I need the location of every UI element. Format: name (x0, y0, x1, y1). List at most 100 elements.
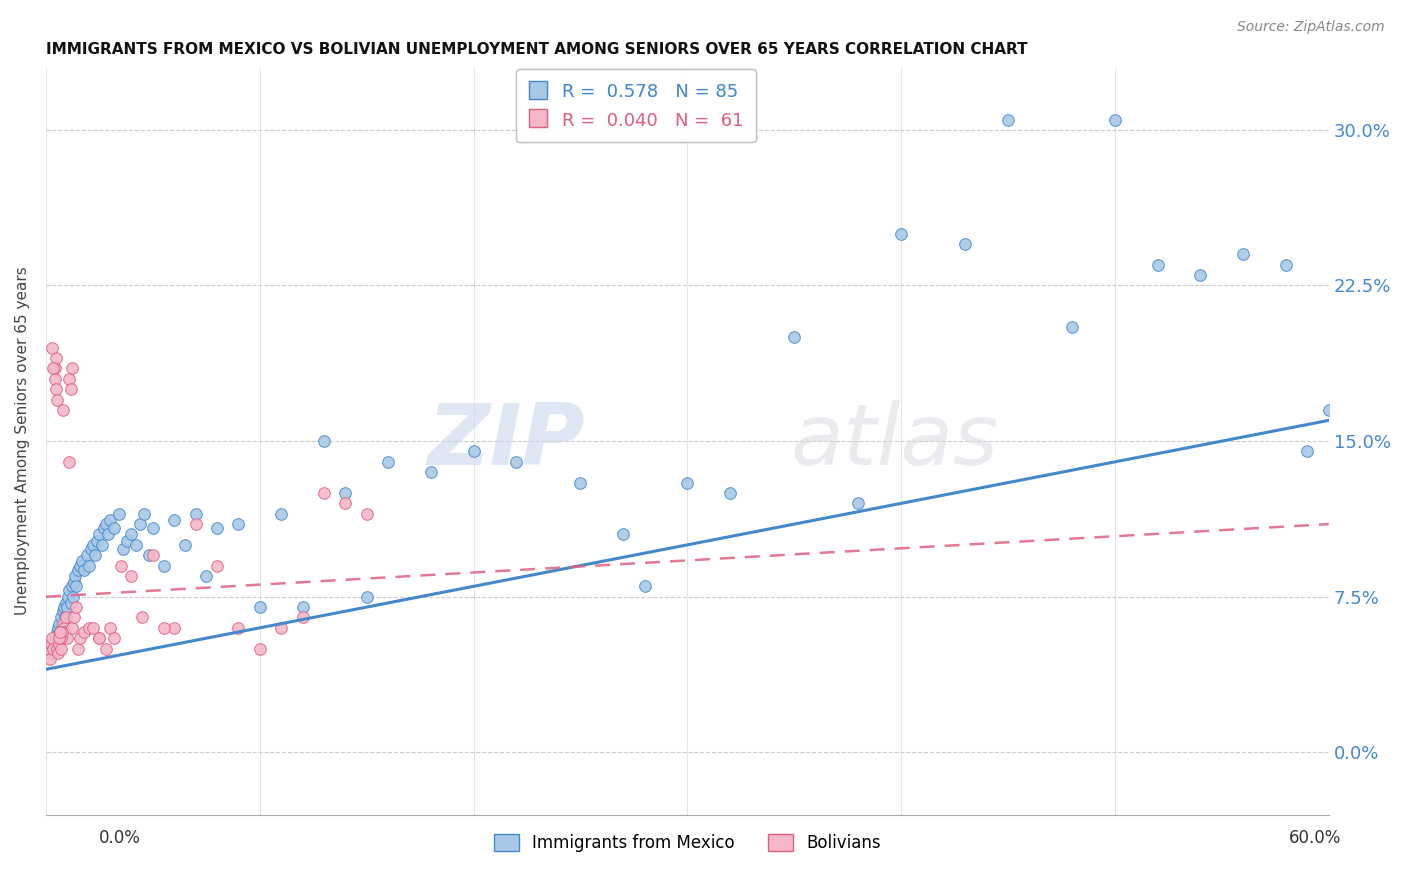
Point (53, 621, 76, 635)
Text: IMMIGRANTS FROM MEXICO VS BOLIVIAN UNEMPLOYMENT AMONG SENIORS OVER 65 YEARS CORR: IMMIGRANTS FROM MEXICO VS BOLIVIAN UNEMP… (46, 42, 1028, 57)
Point (249, 600, 271, 615)
Point (45, 624, 67, 639)
Point (163, 513, 186, 527)
Point (49, 641, 72, 656)
Point (131, 610, 153, 624)
Point (60, 579, 83, 593)
Point (53, 624, 76, 639)
Point (42, 361, 65, 376)
Point (90, 538, 112, 552)
Point (463, 444, 485, 458)
Point (73, 624, 96, 639)
Point (335, 486, 357, 500)
Point (163, 621, 186, 635)
Point (184, 517, 207, 532)
Point (89, 631, 111, 645)
Text: ZIP: ZIP (427, 400, 585, 483)
Point (121, 527, 143, 541)
Point (312, 434, 335, 449)
Point (103, 631, 125, 645)
Text: Source: ZipAtlas.com: Source: ZipAtlas.com (1237, 20, 1385, 34)
Point (569, 475, 592, 490)
Legend: R =  0.578   N = 85, R =  0.040   N =  61: R = 0.578 N = 85, R = 0.040 N = 61 (516, 70, 755, 142)
Point (45, 382, 67, 396)
Point (174, 538, 197, 552)
Point (142, 521, 165, 535)
Point (41, 341, 63, 355)
Point (62, 575, 84, 590)
Point (1189, 268, 1212, 282)
Point (184, 507, 207, 521)
Point (312, 486, 335, 500)
Point (59, 596, 82, 610)
Y-axis label: Unemployment Among Seniors over 65 years: Unemployment Among Seniors over 65 years (15, 267, 30, 615)
Point (45, 641, 67, 656)
Point (205, 521, 228, 535)
Point (55, 610, 77, 624)
Point (45, 351, 67, 365)
Point (62, 590, 84, 604)
Point (82, 621, 104, 635)
Point (39, 637, 62, 651)
Point (42, 637, 65, 651)
Point (1317, 403, 1340, 417)
Point (39, 641, 62, 656)
Point (505, 455, 527, 469)
Point (111, 541, 134, 556)
Point (76, 548, 98, 562)
Point (62, 610, 84, 624)
Point (53, 600, 76, 615)
Point (56, 600, 79, 615)
Point (110, 558, 132, 573)
Point (60, 621, 83, 635)
Point (98, 621, 121, 635)
Point (783, 330, 806, 344)
Point (377, 455, 399, 469)
Point (41, 646, 63, 660)
Point (73, 563, 96, 577)
Point (52, 604, 75, 618)
Point (44, 631, 66, 645)
Point (94, 517, 117, 532)
Point (51, 624, 73, 639)
Point (63, 569, 86, 583)
Point (152, 621, 174, 635)
Point (69, 631, 91, 645)
Point (103, 521, 125, 535)
Point (89, 631, 111, 645)
Point (58, 583, 80, 598)
Point (60, 361, 83, 376)
Point (94, 641, 117, 656)
Point (67, 563, 90, 577)
Point (612, 527, 634, 541)
Point (152, 558, 174, 573)
Point (676, 475, 699, 490)
Point (44, 372, 66, 386)
Text: 0.0%: 0.0% (98, 829, 141, 847)
Point (1146, 258, 1168, 272)
Point (142, 548, 165, 562)
Point (270, 507, 292, 521)
Point (37, 641, 59, 656)
Point (49, 624, 72, 639)
Point (48, 616, 70, 631)
Point (58, 455, 80, 469)
Point (138, 548, 160, 562)
Point (52, 616, 75, 631)
Point (58, 372, 80, 386)
Point (356, 590, 378, 604)
Point (228, 517, 250, 532)
Point (69, 558, 91, 573)
Point (291, 610, 314, 624)
Point (55, 596, 77, 610)
Point (249, 641, 271, 656)
Point (356, 507, 378, 521)
Point (77, 621, 100, 635)
Point (56, 631, 79, 645)
Point (129, 517, 152, 532)
Point (125, 538, 148, 552)
Point (419, 465, 441, 479)
Point (107, 507, 129, 521)
Point (93, 521, 115, 535)
Point (335, 496, 357, 510)
